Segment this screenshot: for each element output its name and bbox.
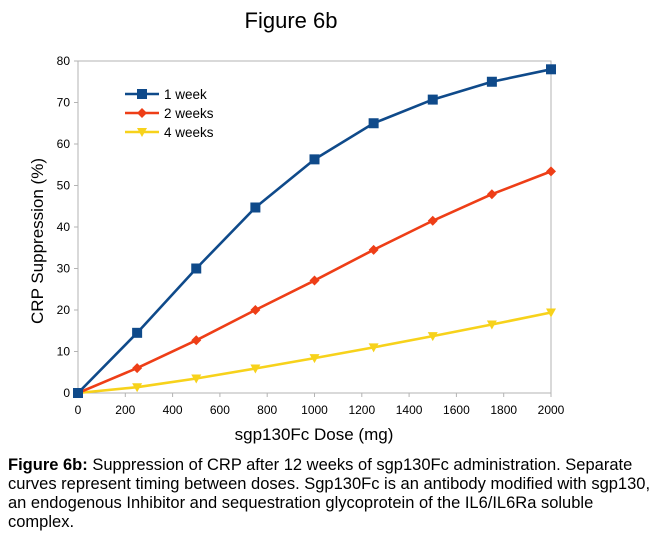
y-tick-label: 30 (57, 262, 71, 276)
data-point-2-weeks (368, 244, 379, 255)
legend-item-1-week: 1 week (125, 87, 207, 102)
y-tick-label: 80 (57, 54, 71, 68)
data-point-4-weeks (191, 374, 202, 384)
y-tick-label: 0 (63, 386, 70, 400)
y-tick-label: 70 (57, 96, 71, 110)
x-tick-label: 600 (210, 403, 230, 417)
figure-caption: Figure 6b: Suppression of CRP after 12 w… (8, 456, 658, 532)
data-point-2-weeks (427, 215, 438, 226)
legend-marker (137, 128, 147, 137)
data-point-1-week (73, 388, 83, 398)
caption-text: Suppression of CRP after 12 weeks of sgp… (8, 456, 651, 531)
data-point-2-weeks (132, 363, 143, 374)
data-point-4-weeks (250, 364, 261, 374)
y-tick-label: 10 (57, 345, 71, 359)
x-tick-label: 1400 (396, 403, 423, 417)
data-point-1-week (546, 64, 556, 75)
data-point-4-weeks (368, 343, 379, 353)
x-tick-label: 0 (75, 403, 82, 417)
data-point-1-week (368, 118, 379, 129)
legend: 1 week 2 weeks 4 weeks (125, 87, 214, 140)
data-point-2-weeks (191, 335, 202, 346)
x-tick-label: 1200 (348, 403, 375, 417)
series-line-4-weeks (77, 311, 552, 395)
data-point-4-weeks (132, 383, 143, 393)
legend-label: 2 weeks (164, 106, 214, 121)
legend-marker (137, 108, 147, 118)
data-point-2-weeks (486, 189, 497, 200)
series-line-1-week (77, 68, 552, 394)
x-tick-label: 2000 (538, 403, 565, 417)
data-point-4-weeks (427, 332, 438, 342)
figure-title: Figure 6b (244, 8, 338, 33)
data-point-2-weeks (250, 305, 261, 315)
data-point-4-weeks (546, 308, 556, 318)
y-tick-label: 40 (57, 220, 71, 234)
x-tick-label: 200 (115, 403, 135, 417)
data-point-1-week (427, 94, 438, 105)
plot-area-frame (77, 60, 552, 394)
y-tick-label: 60 (57, 137, 71, 151)
data-point-2-weeks (309, 275, 320, 286)
legend-marker (137, 89, 147, 99)
data-point-2-weeks (546, 166, 556, 177)
y-tick-label: 50 (57, 179, 71, 193)
x-tick-label: 1000 (301, 403, 328, 417)
y-axis-title: CRP Suppression (%) (28, 158, 47, 324)
data-point-4-weeks (309, 354, 320, 364)
data-point-4-weeks (486, 320, 497, 330)
y-tick-label: 20 (57, 303, 71, 317)
legend-item-2-weeks: 2 weeks (125, 106, 214, 121)
x-tick-label: 400 (163, 403, 183, 417)
series-1-week (73, 64, 556, 398)
legend-item-4-weeks: 4 weeks (125, 125, 214, 140)
series-layer (73, 64, 556, 398)
series-2-weeks (73, 166, 556, 398)
x-tick-label: 1600 (443, 403, 470, 417)
data-point-1-week (191, 263, 202, 274)
caption-lead: Figure 6b: (8, 456, 88, 474)
legend-label: 4 weeks (164, 125, 214, 140)
data-point-1-week (309, 154, 320, 165)
x-tick-label: 1800 (490, 403, 517, 417)
data-point-1-week (250, 202, 261, 213)
data-point-1-week (132, 327, 143, 338)
x-axis-title: sgp130Fc Dose (mg) (235, 425, 394, 444)
x-tick-label: 800 (257, 403, 277, 417)
data-point-1-week (486, 76, 497, 87)
legend-label: 1 week (164, 87, 207, 102)
